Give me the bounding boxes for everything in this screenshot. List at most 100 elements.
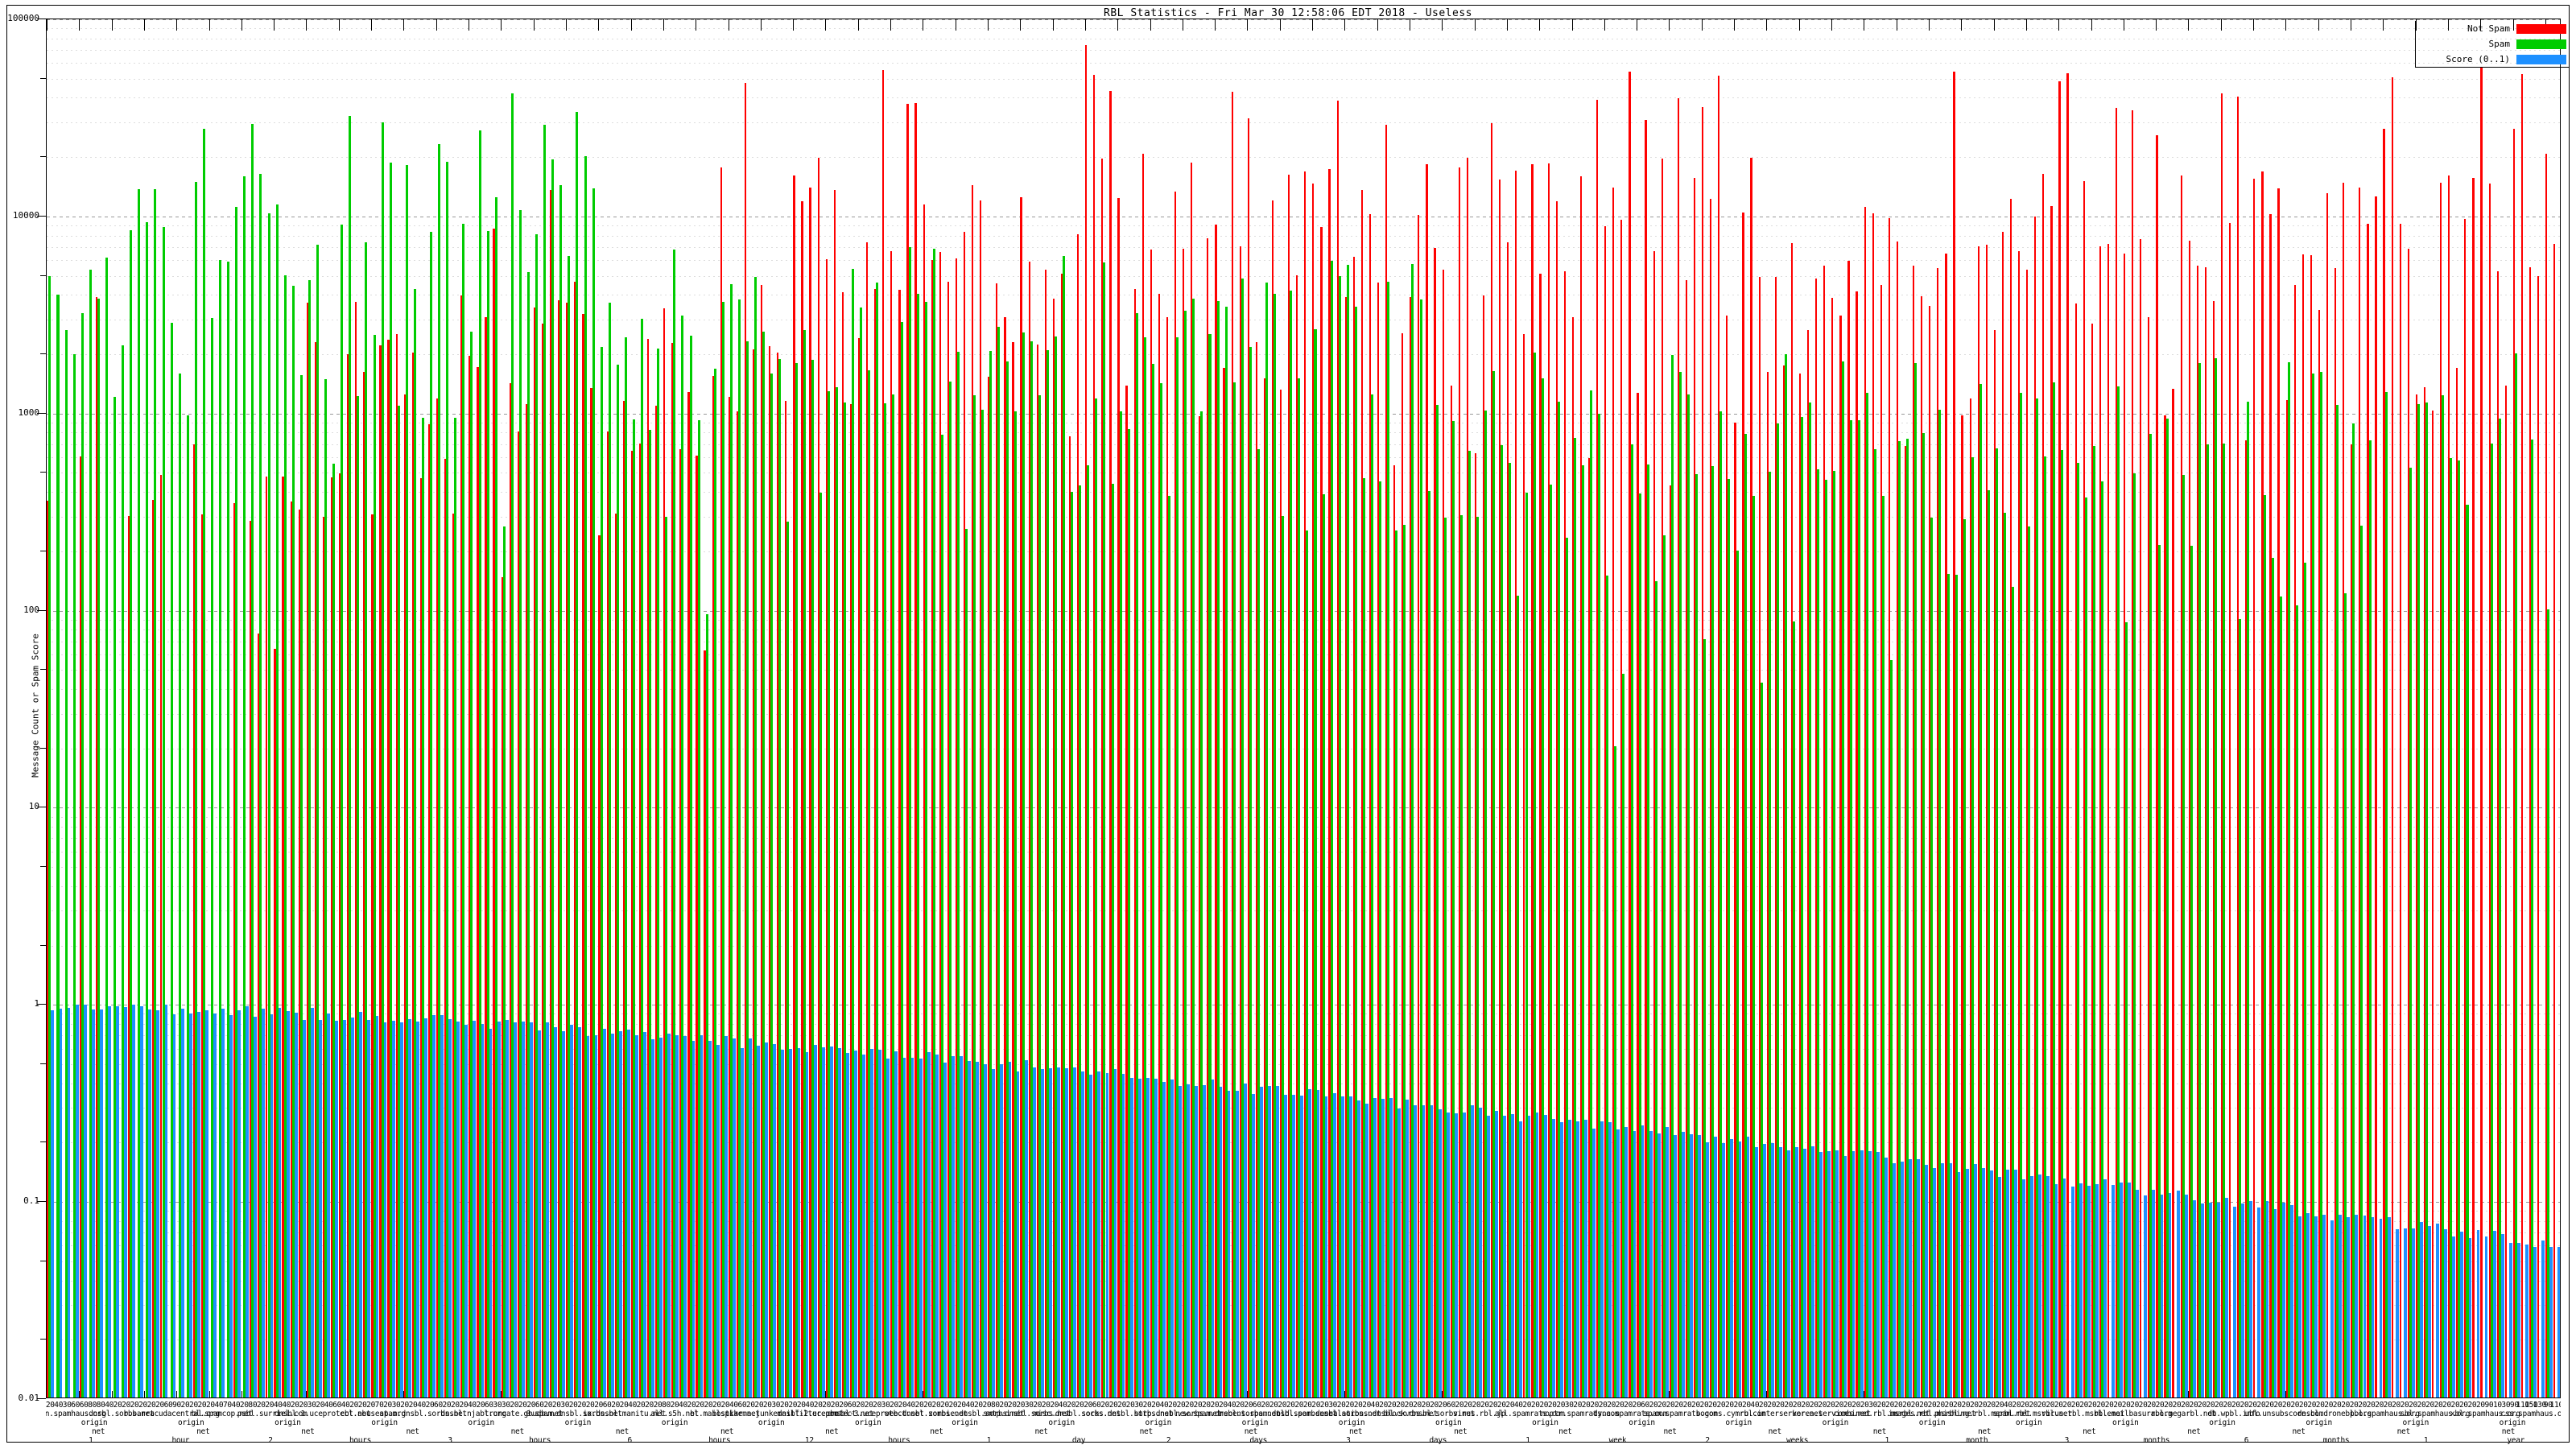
bar-score	[2136, 1190, 2140, 1397]
bar-spam	[2052, 382, 2055, 1397]
x-tick-label: 20	[1539, 1401, 1549, 1410]
bar-score	[489, 1028, 493, 1397]
x-tick-label: 40	[1370, 1401, 1380, 1410]
bar-score	[213, 1013, 217, 1397]
bar-score	[221, 1008, 225, 1397]
bar-spam	[1549, 485, 1552, 1397]
bar-not-spam	[460, 295, 463, 1397]
bar-score	[399, 1022, 403, 1397]
bar-score	[481, 1024, 485, 1397]
bar-spam	[2133, 473, 2136, 1397]
bar-spam	[2044, 456, 2047, 1397]
bar-spam	[1898, 441, 1901, 1397]
x-tick-top	[2416, 19, 2417, 31]
bar-score	[1057, 1067, 1060, 1397]
bar-not-spam	[2018, 250, 2021, 1397]
bar-not-spam	[2343, 182, 2345, 1397]
bar-spam	[1435, 405, 1439, 1397]
bar-score	[1422, 1104, 1426, 1397]
x-tick-label: 60	[1092, 1401, 1101, 1410]
bar-spam	[584, 155, 587, 1397]
bar-not-spam	[2293, 284, 2296, 1397]
bar-spam	[535, 233, 539, 1397]
bar-not-spam	[2050, 205, 2053, 1397]
bar-not-spam	[2464, 218, 2467, 1397]
x-tick-top	[306, 19, 307, 31]
bar-not-spam	[1596, 99, 1599, 1397]
bar-not-spam	[1085, 45, 1088, 1397]
bar-not-spam	[2237, 97, 2240, 1397]
x-tick-top	[1344, 19, 1345, 31]
x-tick-label: month	[1966, 1436, 1988, 1445]
bar-spam	[681, 315, 684, 1397]
x-tick-label: 1	[1885, 1436, 1889, 1445]
bar-spam	[737, 299, 741, 1397]
bar-not-spam	[1734, 422, 1736, 1397]
bar-spam	[1290, 290, 1293, 1397]
bar-not-spam	[2009, 199, 2013, 1397]
bar-spam	[2076, 463, 2079, 1397]
bar-spam	[210, 318, 213, 1397]
x-tick-label: net	[1034, 1427, 1048, 1436]
x-tick-label: 20	[636, 1401, 646, 1410]
x-tick-bottom	[1247, 1391, 1248, 1397]
y-tick-minor	[40, 275, 46, 276]
bar-spam	[924, 302, 927, 1397]
bar-spam	[1582, 465, 1585, 1397]
bar-score	[1324, 1096, 1328, 1397]
bar-score	[781, 1049, 785, 1397]
x-tick-label: 20	[1530, 1401, 1540, 1410]
x-tick-label: 20	[1244, 1401, 1253, 1410]
legend-item-spam[interactable]: Spam	[2416, 36, 2570, 52]
bar-score	[1600, 1121, 1604, 1397]
x-tick-label: 60	[434, 1401, 443, 1410]
bar-score	[659, 1037, 663, 1397]
bar-not-spam	[1434, 247, 1436, 1397]
bar-not-spam	[2383, 128, 2385, 1397]
bar-score	[2322, 1215, 2326, 1397]
bar-score	[2087, 1185, 2091, 1397]
bar-score	[2006, 1169, 2009, 1397]
bar-not-spam	[1288, 175, 1290, 1397]
x-tick-label: zombie.dnsbl.sorbs.net	[928, 1410, 1025, 1418]
x-tick-top	[1117, 19, 1118, 31]
bar-spam	[997, 326, 1001, 1397]
legend-item-score[interactable]: Score (0..1)	[2416, 52, 2570, 67]
x-tick-label: week	[1608, 1436, 1627, 1445]
x-tick-label: 20	[973, 1401, 983, 1410]
bar-spam	[932, 249, 935, 1397]
x-tick-label: dnsbl.dronebl.org	[2297, 1410, 2372, 1418]
bar-score	[943, 1062, 947, 1397]
bar-score	[2347, 1217, 2351, 1397]
x-tick-label: 20	[1927, 1401, 1937, 1410]
bar-spam	[1419, 299, 1422, 1397]
x-tick-label: 20	[1953, 1401, 1962, 1410]
x-tick-label: 20	[1108, 1401, 1118, 1410]
bar-score	[83, 1005, 87, 1397]
bar-spam	[1614, 746, 1617, 1397]
bar-score	[1081, 1071, 1085, 1397]
x-tick-top	[436, 19, 437, 31]
bar-not-spam	[266, 477, 268, 1397]
bar-score	[2508, 1243, 2512, 1397]
bar-spam	[1728, 479, 1731, 1397]
bar-spam	[1889, 660, 1893, 1397]
bar-not-spam	[1896, 241, 1899, 1397]
bar-score	[1268, 1086, 1271, 1397]
bar-not-spam	[2488, 183, 2491, 1397]
bar-spam	[559, 184, 563, 1397]
bar-not-spam	[2553, 243, 2556, 1397]
x-tick-label: net	[406, 1427, 419, 1436]
bar-score	[124, 1006, 127, 1397]
bar-not-spam	[622, 400, 625, 1397]
bar-score	[1690, 1133, 1693, 1397]
bar-not-spam	[906, 104, 909, 1397]
x-tick-label: net	[2501, 1427, 2516, 1436]
x-tick-label: 20	[130, 1401, 139, 1410]
legend-item-not-spam[interactable]: Not Spam	[2416, 21, 2570, 36]
bar-not-spam	[939, 251, 941, 1397]
x-tick-label: 30	[2501, 1401, 2511, 1410]
bar-not-spam	[2480, 68, 2483, 1397]
x-tick-label: 20	[1311, 1401, 1321, 1410]
bar-not-spam	[2326, 192, 2329, 1397]
